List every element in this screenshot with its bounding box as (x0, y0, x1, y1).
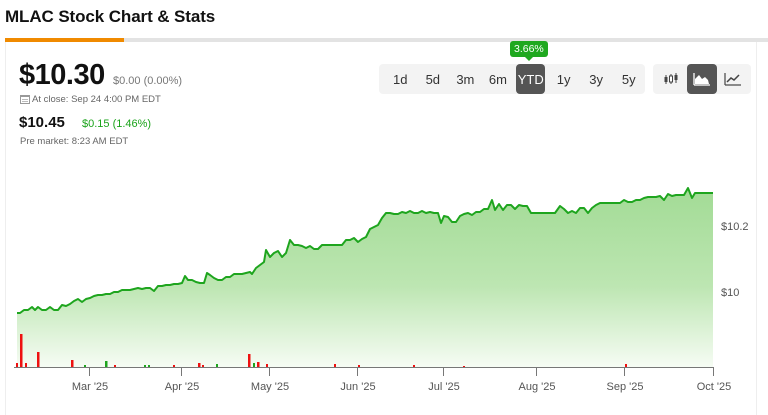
premarket-price: $10.45 (19, 114, 65, 131)
range-1d[interactable]: 1d (393, 71, 408, 87)
chart-type-selector (653, 64, 751, 94)
area-chart-icon (693, 73, 710, 86)
y-tick-label: $10 (721, 287, 740, 299)
calendar-icon (20, 95, 30, 104)
x-tick-label: Jul '25 (428, 381, 460, 393)
price-chart[interactable] (0, 150, 768, 415)
area-chart-button[interactable] (687, 64, 717, 94)
x-tick-label: Mar '25 (71, 381, 109, 393)
volume-bars (16, 334, 627, 367)
range-3m[interactable]: 3m (456, 71, 475, 87)
y-tick-label: $10.2 (721, 221, 749, 233)
x-tick-label: Oct '25 (696, 381, 732, 393)
candlestick-button[interactable] (656, 64, 686, 94)
line-chart-icon (724, 73, 741, 86)
x-tick-label: Apr '25 (164, 381, 200, 393)
range-ytd[interactable]: YTD (516, 64, 546, 94)
x-tick-label: Sep '25 (606, 381, 644, 393)
range-return-badge: 3.66% (510, 41, 548, 61)
candlestick-icon (664, 73, 678, 84)
range-1y[interactable]: 1y (556, 71, 571, 87)
price-line (17, 187, 713, 314)
current-price: $10.30 (19, 59, 105, 91)
x-tick-label: May '25 (250, 381, 290, 393)
price-area (17, 188, 713, 367)
range-6m[interactable]: 6m (488, 71, 507, 87)
close-info: At close: Sep 24 4:00 PM EDT (20, 94, 161, 105)
range-selector: 1d 5d 3m 6m YTD 1y 3y 5y (379, 64, 645, 94)
close-label: At close: Sep 24 4:00 PM EDT (32, 94, 161, 105)
active-tab-indicator (5, 38, 124, 42)
range-3y[interactable]: 3y (589, 71, 604, 87)
line-chart-button[interactable] (718, 64, 748, 94)
x-tick-label: Aug '25 (518, 381, 556, 393)
x-tick-label: Jun '25 (340, 381, 376, 393)
section-tab-bar (5, 38, 768, 42)
price-change: $0.00 (0.00%) (113, 75, 183, 87)
page-title: MLAC Stock Chart & Stats (5, 7, 216, 26)
premarket-change: $0.15 (1.46%) (82, 118, 152, 130)
x-axis-ticks (89, 367, 714, 376)
premarket-label: Pre market: 8:23 AM EDT (20, 136, 129, 147)
range-5d[interactable]: 5d (425, 71, 441, 87)
range-5y[interactable]: 5y (621, 71, 636, 87)
